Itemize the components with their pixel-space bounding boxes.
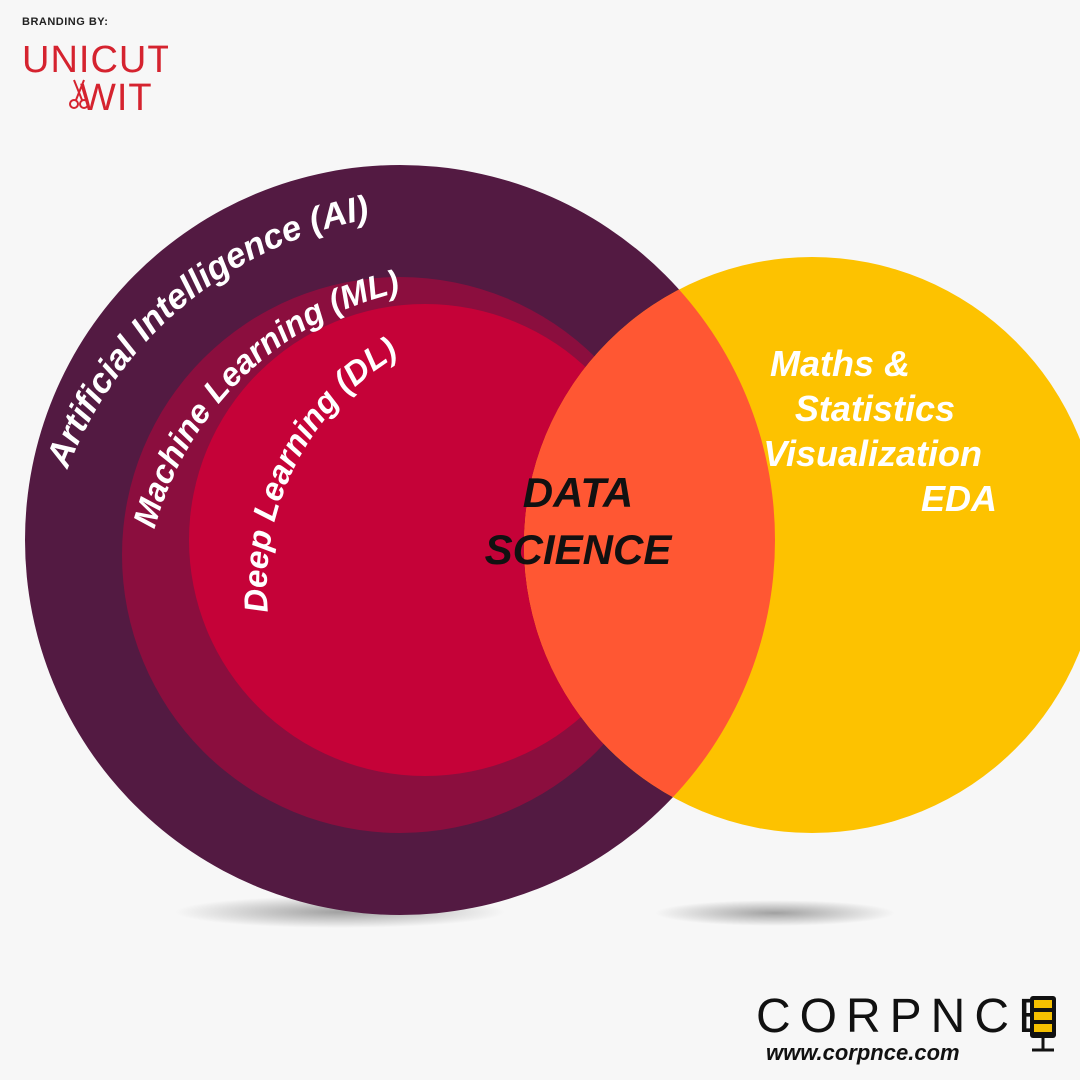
data-science-label-line1: DATA	[523, 469, 633, 516]
logo-wordmark-bottom: WIT	[80, 77, 153, 116]
corpnce-url: www.corpnce.com	[766, 1040, 960, 1065]
corpnce-wordmark: CORPNCE	[756, 990, 1059, 1043]
data-science-label-line2: SCIENCE	[485, 526, 674, 573]
right-label-eda: EDA	[921, 478, 997, 519]
scissors-icon	[69, 79, 89, 109]
corpnce-logo: CORPNCE www.corpnce.com	[756, 990, 1059, 1065]
right-shadow	[655, 900, 895, 926]
server-rack-icon	[1030, 996, 1056, 1052]
branding-label: BRANDING BY:	[22, 16, 109, 28]
logo-wordmark-top: UNICUT	[22, 39, 168, 81]
right-label-statistics: Statistics	[795, 388, 955, 429]
right-label-maths: Maths &	[770, 343, 910, 384]
right-label-visualization: Visualization	[763, 433, 982, 474]
dl-circle	[189, 304, 661, 776]
unicut-wit-logo: UNICUT WIT	[22, 39, 168, 116]
